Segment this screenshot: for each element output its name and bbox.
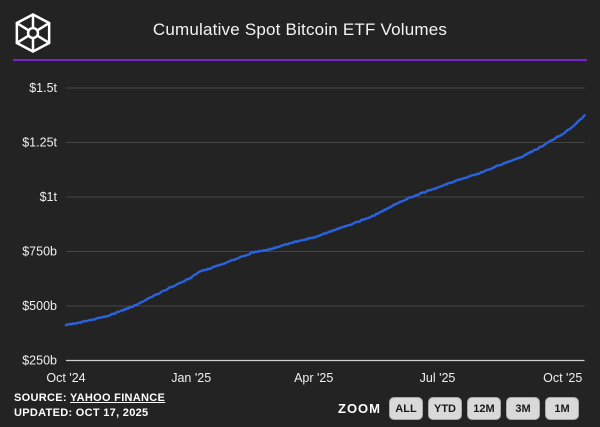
- zoom-button-all[interactable]: ALL: [389, 397, 423, 420]
- zoom-label: ZOOM: [338, 401, 381, 416]
- source-block: SOURCE: YAHOO FINANCE UPDATED: OCT 17, 2…: [14, 391, 165, 421]
- source-line: SOURCE: YAHOO FINANCE: [14, 391, 165, 406]
- chart-canvas: $1.5t $1.25t $1t $750b $500b $250b Oct '24 Jan …: [22, 81, 586, 385]
- zoom-button-1m[interactable]: 1M: [545, 397, 579, 420]
- y-tick-label: $750b: [22, 245, 57, 259]
- zoom-button-group: ALL YTD 12M 3M 1M: [389, 397, 579, 420]
- y-tick-label: $1.5t: [29, 81, 57, 95]
- x-tick-label: Jan '25: [171, 371, 211, 385]
- x-tick-label: Jul '25: [420, 371, 456, 385]
- y-tick-label: $500b: [22, 299, 57, 313]
- x-tick-label: Oct '25: [543, 371, 582, 385]
- zoom-button-3m[interactable]: 3M: [506, 397, 540, 420]
- x-tick-label: Apr '25: [294, 371, 333, 385]
- x-axis-labels: Oct '24 Jan '25 Apr '25 Jul '25 Oct '25: [46, 371, 582, 385]
- y-tick-label: $250b: [22, 354, 57, 368]
- zoom-button-ytd[interactable]: YTD: [428, 397, 462, 420]
- header-accent-divider: [13, 59, 587, 61]
- y-axis-labels: $1.5t $1.25t $1t $750b $500b $250b: [22, 81, 57, 368]
- x-tick-label: Oct '24: [46, 371, 85, 385]
- source-link[interactable]: YAHOO FINANCE: [70, 392, 166, 404]
- y-tick-label: $1.25t: [22, 136, 57, 150]
- y-tick-label: $1t: [40, 190, 58, 204]
- zoom-controls: ZOOM ALL YTD 12M 3M 1M: [338, 397, 579, 420]
- volume-line: [64, 114, 586, 327]
- zoom-button-12m[interactable]: 12M: [467, 397, 501, 420]
- source-label: SOURCE:: [14, 392, 67, 404]
- header: Cumulative Spot Bitcoin ETF Volumes: [0, 0, 600, 59]
- footer: SOURCE: YAHOO FINANCE UPDATED: OCT 17, 2…: [0, 387, 600, 427]
- wireframe-cube-logo-icon: [15, 13, 51, 53]
- gridlines: [66, 87, 585, 362]
- page-title: Cumulative Spot Bitcoin ETF Volumes: [152, 20, 448, 39]
- updated-line: UPDATED: OCT 17, 2025: [14, 407, 149, 419]
